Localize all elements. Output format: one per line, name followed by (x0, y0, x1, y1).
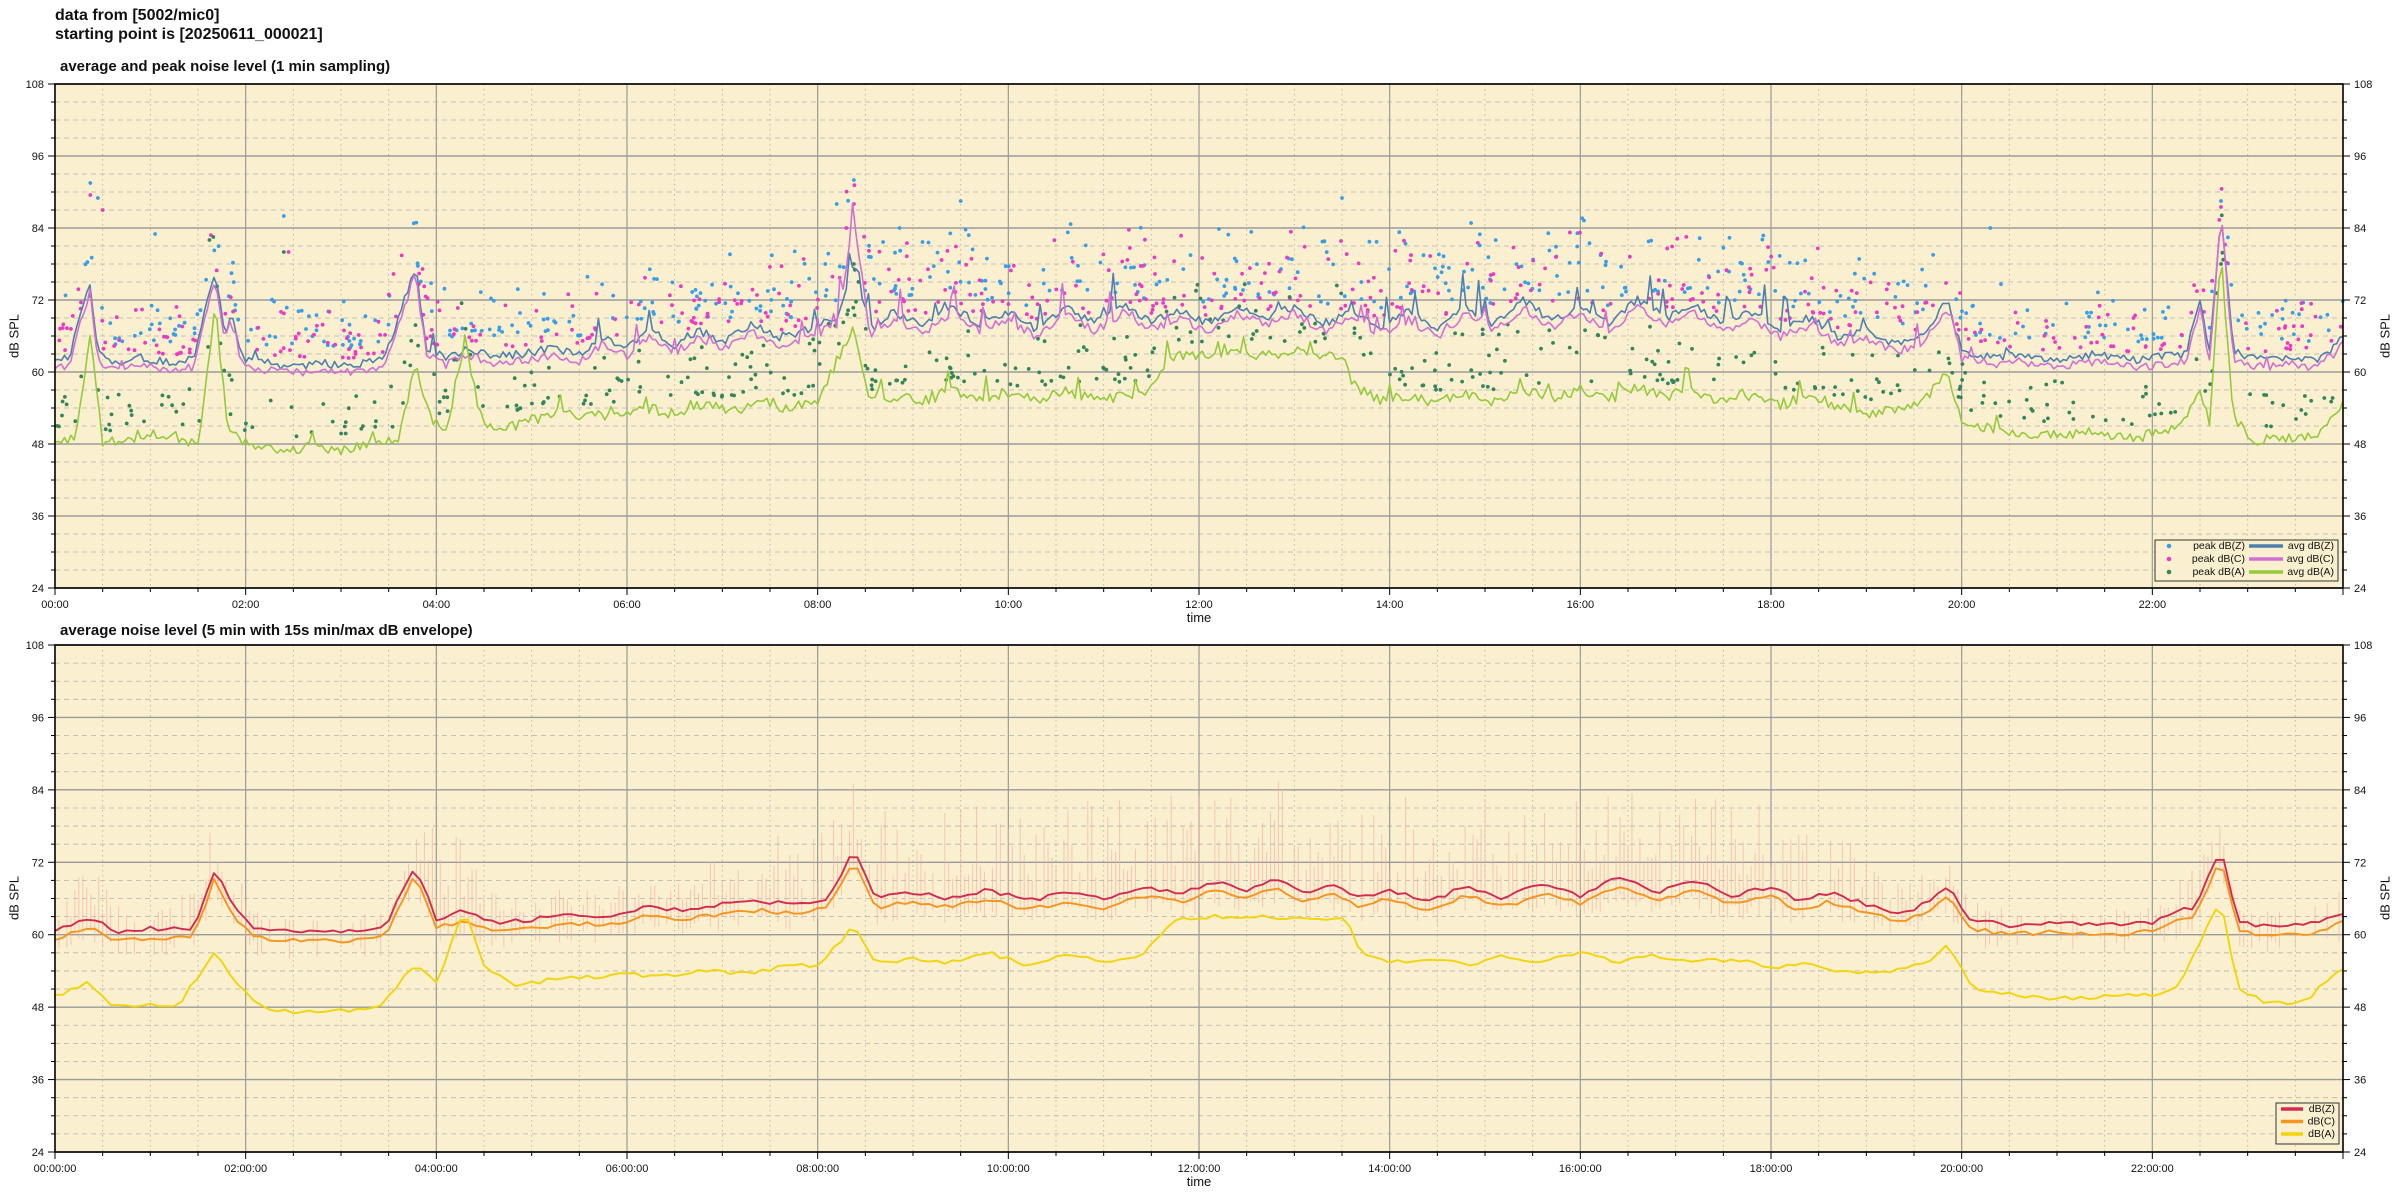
x-tick-label: 08:00 (804, 599, 832, 611)
x-tick-label: 00:00:00 (34, 1163, 77, 1175)
scatter-peak-db-c (57, 183, 2343, 360)
y-tick-label-left: 96 (32, 151, 44, 163)
x-tick-label: 04:00:00 (415, 1163, 458, 1175)
chart2-x-axis-label: time (1186, 1174, 1212, 1189)
y-tick-label-left: 60 (32, 930, 44, 942)
y-tick-label-left: 84 (32, 785, 44, 797)
legend-label-avg-db-a: avg dB(A) (2287, 566, 2334, 578)
x-tick-label: 12:00 (1185, 599, 1213, 611)
legend-label-db-z: dB(Z) (2309, 1103, 2335, 1115)
y-tick-label-left: 96 (32, 712, 44, 724)
legend-2: dB(Z)dB(C)dB(A) (2275, 1102, 2340, 1145)
legend-label-avg-db-z: avg dB(Z) (2288, 540, 2334, 552)
y-tick-label-right: 60 (2354, 367, 2366, 379)
tick-labels-2: 00:00:00 02:00:00 04:00:00 06:00:00 08:00:00… (26, 640, 2373, 1175)
x-tick-label: 14:00 (1376, 599, 1404, 611)
y-tick-label-right: 60 (2354, 930, 2366, 942)
x-tick-label: 22:00 (2139, 599, 2167, 611)
x-tick-label: 06:00 (613, 599, 641, 611)
y-tick-label-left: 108 (26, 79, 44, 91)
y-tick-label-right: 84 (2354, 223, 2366, 235)
y-tick-label-right: 108 (2354, 640, 2372, 652)
chart2-title: average noise level (5 min with 15s min/… (60, 622, 473, 639)
x-tick-label: 02:00 (232, 599, 260, 611)
scatter-peak-db-z (63, 178, 2345, 350)
legend-1: peak dB(Z)peak dB(C)peak dB(A)avg dB(Z)a… (2154, 539, 2339, 582)
legend-marker-peak-db-z (2166, 543, 2172, 549)
chart1-y-axis-label-left: dB SPL (6, 313, 22, 359)
y-tick-label-right: 96 (2354, 712, 2366, 724)
x-tick-label: 16:00 (1567, 599, 1595, 611)
y-tick-label-right: 24 (2354, 583, 2366, 595)
y-tick-label-left: 48 (32, 439, 44, 451)
y-tick-label-right: 72 (2354, 857, 2366, 869)
y-tick-label-left: 84 (32, 223, 44, 235)
y-tick-label-right: 48 (2354, 1002, 2366, 1014)
series-db-c (54, 867, 2344, 944)
y-tick-label-right: 36 (2354, 1075, 2366, 1087)
legend-label-peak-db-z: peak dB(Z) (2193, 540, 2245, 552)
series-avg-db-z (54, 225, 2344, 370)
x-tick-label: 00:00 (41, 599, 69, 611)
axis-ticks-2 (48, 644, 2350, 1159)
legend-marker-peak-db-c (2166, 556, 2172, 562)
y-tick-label-left: 60 (32, 367, 44, 379)
chart2-y-axis-label-right: dB SPL (2377, 875, 2393, 921)
y-tick-label-left: 72 (32, 857, 44, 869)
legend-marker-peak-db-a (2166, 569, 2172, 575)
x-tick-label: 14:00:00 (1368, 1163, 1411, 1175)
y-tick-label-left: 36 (32, 511, 44, 523)
y-tick-label-left: 72 (32, 295, 44, 307)
scatter-peak-db-a (55, 213, 2335, 439)
chart1-y-axis-label-right: dB SPL (2377, 313, 2393, 359)
axis-ticks-1 (48, 83, 2350, 595)
header-data-source: data from [5002/mic0] (55, 7, 220, 24)
legend-label-db-c: dB(C) (2308, 1116, 2335, 1128)
series-db-z (54, 856, 2344, 935)
chart1-x-axis-label: time (1186, 610, 1212, 625)
legend-label-avg-db-c: avg dB(C) (2287, 553, 2334, 565)
y-tick-label-right: 96 (2354, 151, 2366, 163)
x-tick-label: 18:00:00 (1750, 1163, 1793, 1175)
series-avg-db-a (54, 266, 2344, 456)
tick-labels-1: 00:00 02:00 04:00 06:00 08:00 10:00 12:00 14:00… (26, 79, 2373, 611)
x-tick-label: 08:00:00 (796, 1163, 839, 1175)
y-tick-label-right: 108 (2354, 79, 2372, 91)
y-tick-label-left: 48 (32, 1002, 44, 1014)
chart1-title: average and peak noise level (1 min samp… (60, 58, 391, 75)
series-avg-db-c (54, 202, 2344, 377)
series-db-a (54, 908, 2344, 1015)
x-tick-label: 06:00:00 (606, 1163, 649, 1175)
x-tick-label: 20:00:00 (1940, 1163, 1983, 1175)
x-tick-label: 02:00:00 (224, 1163, 267, 1175)
header-starting-point: starting point is [20250611_000021] (55, 26, 323, 43)
x-tick-label: 16:00:00 (1559, 1163, 1602, 1175)
legend-label-peak-db-a: peak dB(A) (2192, 566, 2245, 578)
legend-label-db-a: dB(A) (2308, 1128, 2335, 1140)
x-tick-label: 20:00 (1948, 599, 1976, 611)
x-tick-label: 04:00 (423, 599, 451, 611)
y-tick-label-left: 36 (32, 1075, 44, 1087)
y-tick-label-right: 84 (2354, 785, 2366, 797)
chart2-y-axis-label-left: dB SPL (6, 875, 22, 921)
x-tick-label: 18:00 (1757, 599, 1785, 611)
y-tick-label-right: 72 (2354, 295, 2366, 307)
x-tick-label: 12:00:00 (1178, 1163, 1221, 1175)
y-tick-label-right: 36 (2354, 511, 2366, 523)
y-tick-label-left: 24 (32, 583, 44, 595)
y-tick-label-right: 24 (2354, 1147, 2366, 1159)
y-tick-label-left: 108 (26, 640, 44, 652)
y-tick-label-right: 48 (2354, 439, 2366, 451)
y-tick-label-left: 24 (32, 1147, 44, 1159)
legend-label-peak-db-c: peak dB(C) (2192, 553, 2245, 565)
x-tick-label: 10:00:00 (987, 1163, 1030, 1175)
x-tick-label: 22:00:00 (2131, 1163, 2174, 1175)
x-tick-label: 10:00 (995, 599, 1023, 611)
